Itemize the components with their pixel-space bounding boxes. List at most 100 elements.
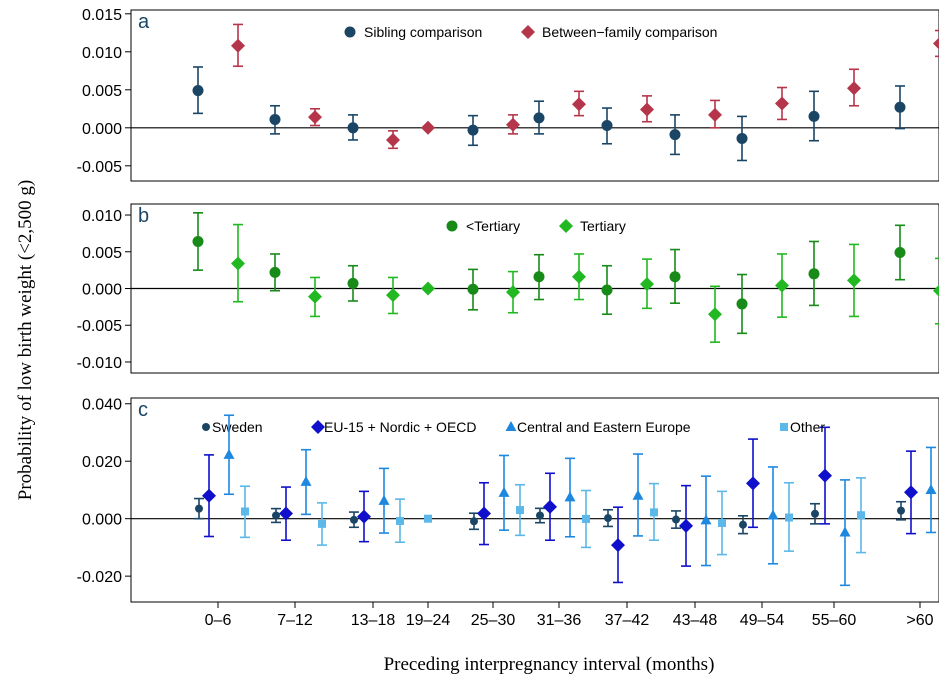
y-tick-label: -0.010: [77, 355, 122, 372]
data-point: [775, 278, 789, 293]
data-point: [700, 514, 712, 525]
data-point: [904, 485, 918, 500]
data-point: [767, 509, 779, 520]
x-tick-label: 13–18: [351, 612, 396, 629]
data-point: [572, 97, 586, 112]
data-point: [604, 514, 612, 523]
data-point: [378, 494, 390, 505]
data-point: [506, 117, 520, 132]
data-point: [386, 132, 400, 147]
data-point: [572, 269, 586, 284]
y-tick-label: -0.005: [77, 159, 122, 176]
data-point: [708, 107, 722, 122]
data-point: [421, 120, 435, 135]
y-tick-label: 0.005: [82, 83, 122, 100]
x-tick-label: 49–54: [740, 612, 785, 629]
data-point: [318, 519, 326, 528]
data-point: [467, 124, 479, 136]
data-point: [811, 509, 819, 518]
y-tick-label: 0.010: [82, 45, 122, 62]
data-point: [477, 506, 491, 521]
data-point: [672, 515, 680, 524]
legend-marker: [559, 219, 573, 233]
data-point: [601, 120, 613, 132]
data-point: [857, 511, 865, 520]
data-point: [223, 448, 235, 459]
y-tick-label: 0.010: [82, 208, 122, 225]
data-point: [582, 514, 590, 523]
x-tick-label: 55–60: [812, 612, 857, 629]
x-axis-label: Preceding interpregnancy interval (month…: [384, 654, 715, 675]
y-tick-label: 0.005: [82, 245, 122, 262]
y-tick-label: -0.005: [77, 318, 122, 335]
data-point: [736, 132, 748, 144]
panel-b: 0.010 0.005 0.000 -0.005 -0.010 b <Tertiary Ter…: [77, 203, 939, 374]
data-point: [386, 288, 400, 303]
data-point: [611, 538, 625, 553]
data-point: [640, 277, 654, 292]
data-point: [300, 475, 312, 486]
data-point: [357, 509, 371, 524]
x-tick-label: 19–24: [406, 612, 451, 629]
x-tick-label: 7–12: [277, 612, 313, 629]
data-point: [231, 38, 245, 53]
x-tick-label: >60: [906, 612, 933, 629]
legend-label: Sibling comparison: [364, 24, 482, 40]
data-point: [533, 271, 545, 283]
legend-label: EU-15 + Nordic + OECD: [324, 419, 477, 435]
panel-a: 0.015 0.010 0.005 0.000 -0.005 a Sibling compa…: [77, 7, 939, 182]
data-point: [808, 268, 820, 280]
legend-label: Central and Eastern Europe: [517, 419, 691, 435]
data-point: [195, 504, 203, 513]
data-point: [272, 511, 280, 520]
data-point: [718, 518, 726, 527]
data-point: [650, 508, 658, 517]
x-tick-label: 43–48: [673, 612, 718, 629]
data-point: [269, 266, 281, 278]
data-point: [543, 499, 557, 514]
data-point: [601, 284, 613, 296]
data-point: [933, 37, 939, 50]
data-point: [818, 468, 832, 483]
data-point: [933, 284, 939, 297]
y-axis-label: Probability of low birth weight (<2,500 …: [15, 180, 36, 501]
x-tick-label: 0–6: [205, 612, 232, 629]
y-tick-label: 0.040: [82, 397, 122, 414]
legend-label: Between−family comparison: [542, 24, 717, 40]
x-axis: 0–6 7–12 13–18 19–24 25–30 31–36 37–42 43–48 49–…: [205, 602, 934, 629]
data-point: [192, 85, 204, 97]
data-point: [516, 506, 524, 515]
data-point: [839, 526, 851, 537]
data-point: [308, 110, 322, 125]
panel-letter: b: [138, 205, 149, 227]
y-tick-label: 0.015: [82, 7, 122, 24]
data-point: [506, 285, 520, 300]
legend-marker: [446, 220, 458, 232]
legend-marker: [344, 26, 356, 38]
data-point: [192, 235, 204, 247]
data-point: [708, 307, 722, 322]
data-point: [350, 515, 358, 524]
legend-label: Sweden: [212, 419, 263, 435]
data-point: [679, 518, 693, 533]
data-point: [347, 277, 359, 289]
data-point: [498, 486, 510, 497]
legend-label: <Tertiary: [466, 218, 520, 234]
y-tick-label: 0.000: [82, 282, 122, 299]
data-point: [396, 516, 404, 525]
data-point: [470, 517, 478, 526]
x-tick-label: 25–30: [471, 612, 516, 629]
x-tick-label: 37–42: [605, 612, 650, 629]
y-tick-label: 0.000: [82, 512, 122, 529]
legend-marker: [505, 421, 517, 431]
y-tick-label: 0.020: [82, 454, 122, 471]
data-point: [808, 110, 820, 122]
legend-label: Tertiary: [580, 218, 626, 234]
panel-letter: a: [138, 11, 150, 33]
data-point: [632, 489, 644, 500]
data-point: [231, 256, 245, 271]
data-point: [669, 271, 681, 283]
data-point: [736, 298, 748, 310]
panel-frame: [130, 9, 939, 182]
